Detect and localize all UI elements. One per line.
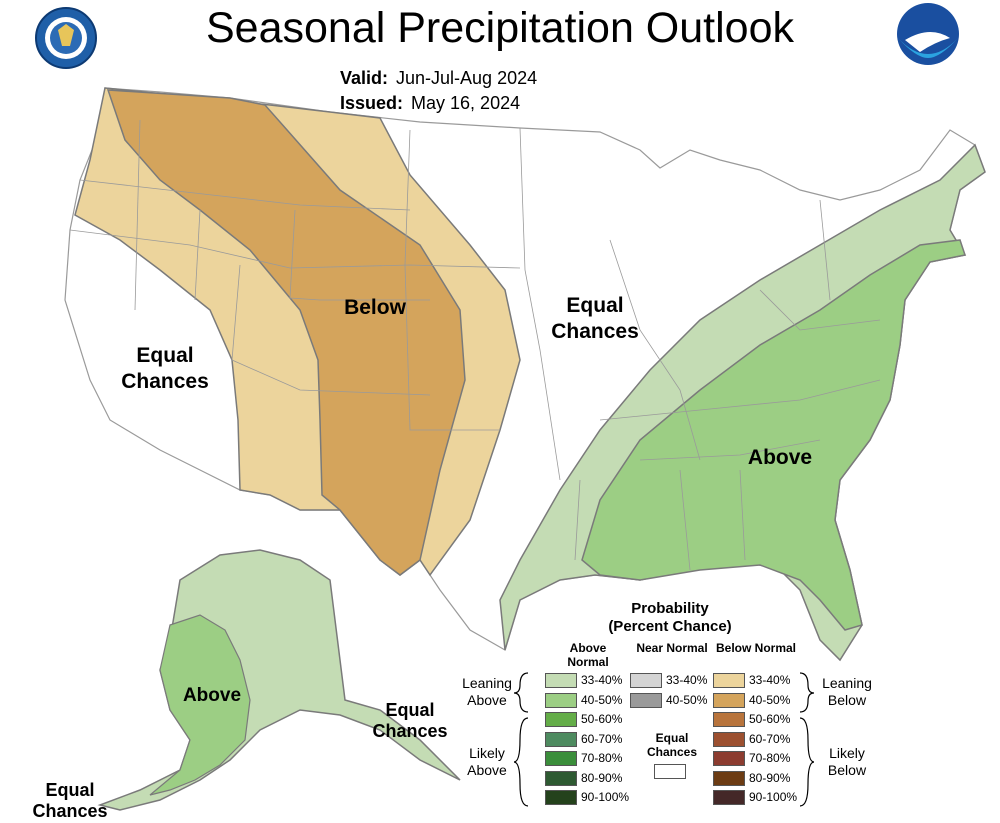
legend-above-6-swatch <box>545 790 577 805</box>
legend-above-3-label: 60-70% <box>581 731 623 746</box>
region-label-central-equal: Equal Chances <box>551 294 639 343</box>
page-title: Seasonal Precipitation Outlook <box>205 4 795 52</box>
legend-equal-chances: Equal Chances <box>646 731 698 759</box>
legend-col-above: Above Normal <box>567 641 609 669</box>
issued-line: Issued: May 16, 2024 <box>340 93 520 114</box>
legend-col-near: Near Normal <box>636 641 708 655</box>
above-40-50-region <box>581 239 966 631</box>
region-label-above: Above <box>747 446 813 469</box>
legend-likely-above: Likely Above <box>467 745 507 778</box>
brace-leaning-below <box>799 672 815 713</box>
legend-below-2-label: 50-60% <box>749 712 791 726</box>
legend-above-0-swatch <box>545 673 577 688</box>
state-boundaries <box>69 119 881 571</box>
noaa-logo-icon <box>897 3 959 65</box>
issued-value: May 16, 2024 <box>411 93 521 113</box>
legend-title-line1: Probability <box>631 600 709 617</box>
legend-below-1-swatch <box>713 692 745 708</box>
legend-below-1-label: 40-50% <box>749 692 791 707</box>
legend-below-5-label: 80-90% <box>749 770 791 785</box>
legend-title: Probability (Percent Chance) <box>560 600 780 636</box>
legend-below-4-swatch <box>713 751 745 766</box>
legend-title-line2: (Percent Chance) <box>608 618 732 635</box>
valid-line: Valid: Jun-Jul-Aug 2024 <box>340 68 537 89</box>
legend-near-1-swatch <box>630 692 662 708</box>
legend-near-0-swatch <box>630 673 662 688</box>
legend-leaning-below: Leaning Below <box>822 675 872 708</box>
legend-above-5-label: 80-90% <box>581 770 623 785</box>
brace-likely-below <box>799 717 815 807</box>
legend-below-4-label: 70-80% <box>749 751 791 765</box>
legend-swatch-equal-chances <box>654 764 686 779</box>
legend-below-2-swatch <box>713 712 745 727</box>
region-label-west-equal: Equal Chances <box>121 344 209 393</box>
brace-leaning-above <box>513 672 529 713</box>
region-label-alaska-equal-sw: Equal Chances <box>32 780 108 821</box>
valid-value: Jun-Jul-Aug 2024 <box>396 68 538 88</box>
legend-below-3-swatch <box>713 731 745 747</box>
legend-below-6-label: 90-100% <box>749 790 798 804</box>
legend-above-3-swatch <box>545 731 577 747</box>
brace-likely-above <box>513 717 529 807</box>
region-label-alaska-above: Above <box>182 685 242 706</box>
legend-above-0-label: 33-40% <box>581 673 623 687</box>
doc-seal-icon <box>35 7 97 69</box>
legend-likely-below: Likely Below <box>827 745 867 778</box>
legend-above-6-label: 90-100% <box>581 790 630 804</box>
valid-label: Valid: <box>340 68 389 88</box>
legend-above-4-label: 70-80% <box>581 751 623 765</box>
alaska-above-40-50 <box>149 614 251 796</box>
legend-col-below: Below Normal <box>716 641 797 655</box>
legend-below-6-swatch <box>713 790 745 805</box>
region-label-below: Below <box>344 296 406 319</box>
legend-above-1-swatch <box>545 692 577 708</box>
legend-near-0-label: 33-40% <box>666 673 708 687</box>
legend-near-1-label: 40-50% <box>666 692 708 707</box>
legend-above-1-label: 40-50% <box>581 692 623 707</box>
legend-below-0-label: 33-40% <box>749 673 791 687</box>
legend-leaning-above: Leaning Above <box>462 675 512 708</box>
alaska-outline <box>97 549 461 811</box>
region-label-alaska-equal-se: Equal Chances <box>372 700 448 741</box>
legend-below-0-swatch <box>713 673 745 688</box>
legend-below-3-label: 60-70% <box>749 731 791 746</box>
legend-above-4-swatch <box>545 751 577 766</box>
legend-above-5-swatch <box>545 770 577 786</box>
legend-above-2-label: 50-60% <box>581 712 623 726</box>
legend-above-2-swatch <box>545 712 577 727</box>
issued-label: Issued: <box>340 93 404 113</box>
legend-below-5-swatch <box>713 770 745 786</box>
